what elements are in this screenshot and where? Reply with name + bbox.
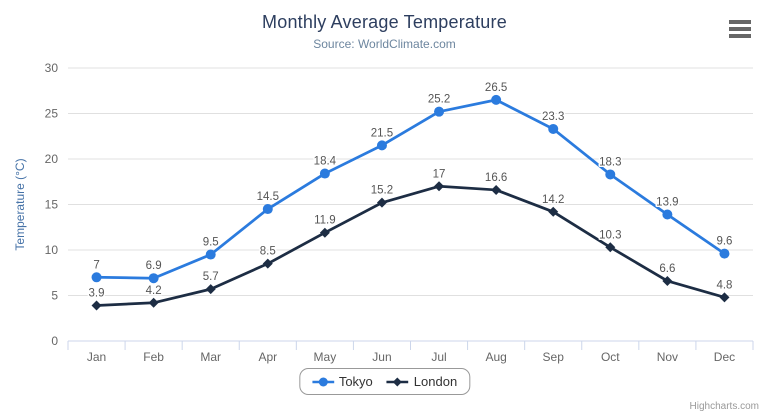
data-label-london: 16.6 [485, 172, 507, 184]
y-axis-tick-label: 30 [45, 61, 59, 75]
data-point-london[interactable] [262, 258, 273, 269]
data-point-tokyo[interactable] [319, 168, 330, 179]
data-label-tokyo: 7 [93, 259, 99, 271]
data-point-tokyo[interactable] [376, 140, 387, 151]
data-point-london[interactable] [548, 206, 559, 217]
series-line-london [95, 184, 726, 307]
x-axis-tick-label: Oct [601, 350, 620, 364]
data-label-tokyo: 26.5 [485, 82, 507, 94]
data-point-london[interactable] [662, 275, 673, 286]
data-label-tokyo: 13.9 [656, 197, 678, 209]
data-label-london: 4.8 [716, 279, 732, 291]
data-point-tokyo[interactable] [91, 272, 102, 283]
data-point-tokyo[interactable] [205, 249, 216, 260]
data-label-london: 4.2 [146, 285, 162, 297]
data-label-london: 3.9 [89, 288, 105, 300]
y-axis-title: Temperature (°C) [13, 158, 27, 250]
legend-marker-circle-icon [311, 377, 334, 386]
x-axis-tick-label: Sep [543, 350, 565, 364]
legend-marker-diamond-icon [386, 377, 409, 386]
data-point-london[interactable] [319, 227, 330, 238]
legend-item-tokyo[interactable]: Tokyo [311, 374, 373, 389]
data-label-london: 17 [433, 168, 446, 180]
data-point-london[interactable] [148, 297, 159, 308]
x-axis-tick-label: Dec [714, 350, 735, 364]
data-label-london: 15.2 [371, 185, 393, 197]
data-point-tokyo[interactable] [434, 106, 445, 117]
data-label-london: 8.5 [260, 246, 276, 258]
data-label-london: 10.3 [599, 229, 621, 241]
data-label-london: 6.6 [659, 263, 675, 275]
legend-item-london[interactable]: London [386, 374, 458, 389]
data-label-tokyo: 6.9 [146, 260, 162, 272]
data-point-london[interactable] [205, 284, 216, 295]
data-label-tokyo: 9.6 [716, 236, 732, 248]
highcharts-credit[interactable]: Highcharts.com [689, 401, 759, 412]
data-point-tokyo[interactable] [605, 169, 616, 180]
x-axis-tick-label: Nov [657, 350, 678, 364]
legend-label: Tokyo [338, 374, 373, 389]
data-label-tokyo: 9.5 [203, 237, 219, 249]
data-point-london[interactable] [434, 181, 445, 192]
x-axis-tick-label: Jul [431, 350, 446, 364]
y-axis-tick-label: 20 [45, 152, 59, 166]
hamburger-menu-icon [729, 20, 751, 24]
y-axis-tick-label: 15 [45, 198, 59, 212]
chart-subtitle: Source: WorldClimate.com [313, 37, 456, 51]
x-axis-tick-label: Jan [87, 350, 106, 364]
data-point-london[interactable] [91, 300, 102, 311]
x-axis-tick-label: Mar [200, 350, 221, 364]
data-label-london: 5.7 [203, 271, 219, 283]
data-point-tokyo[interactable] [262, 204, 273, 215]
x-axis-tick-label: Apr [258, 350, 277, 364]
data-label-tokyo: 18.4 [314, 156, 337, 168]
data-point-tokyo[interactable] [662, 209, 673, 220]
data-point-london[interactable] [376, 197, 387, 208]
x-axis-tick-label: Jun [372, 350, 391, 364]
export-menu-button[interactable] [725, 16, 755, 42]
data-point-london[interactable] [719, 292, 730, 303]
y-axis-tick-label: 5 [51, 289, 58, 303]
data-label-tokyo: 21.5 [371, 127, 393, 139]
data-point-tokyo[interactable] [148, 273, 159, 284]
data-label-tokyo: 18.3 [599, 156, 621, 168]
data-label-london: 14.2 [542, 194, 564, 206]
x-axis-tick-label: Feb [143, 350, 164, 364]
series-line-tokyo [95, 98, 726, 280]
legend: Tokyo London [298, 368, 471, 395]
data-label-tokyo: 14.5 [257, 191, 279, 203]
legend-label: London [413, 374, 458, 389]
data-label-london: 11.9 [314, 215, 336, 227]
x-axis-tick-label: Aug [485, 350, 506, 364]
data-point-tokyo[interactable] [491, 94, 502, 105]
data-point-london[interactable] [491, 184, 502, 195]
data-point-london[interactable] [605, 242, 616, 253]
y-axis-tick-label: 0 [51, 334, 58, 348]
x-axis-tick-label: May [314, 350, 337, 364]
y-axis-tick-label: 25 [45, 107, 59, 121]
y-axis-tick-label: 10 [45, 243, 59, 257]
data-label-tokyo: 23.3 [542, 111, 564, 123]
data-label-tokyo: 25.2 [428, 94, 450, 106]
data-point-tokyo[interactable] [719, 248, 730, 259]
chart-title: Monthly Average Temperature [262, 12, 507, 32]
data-point-tokyo[interactable] [548, 123, 559, 134]
